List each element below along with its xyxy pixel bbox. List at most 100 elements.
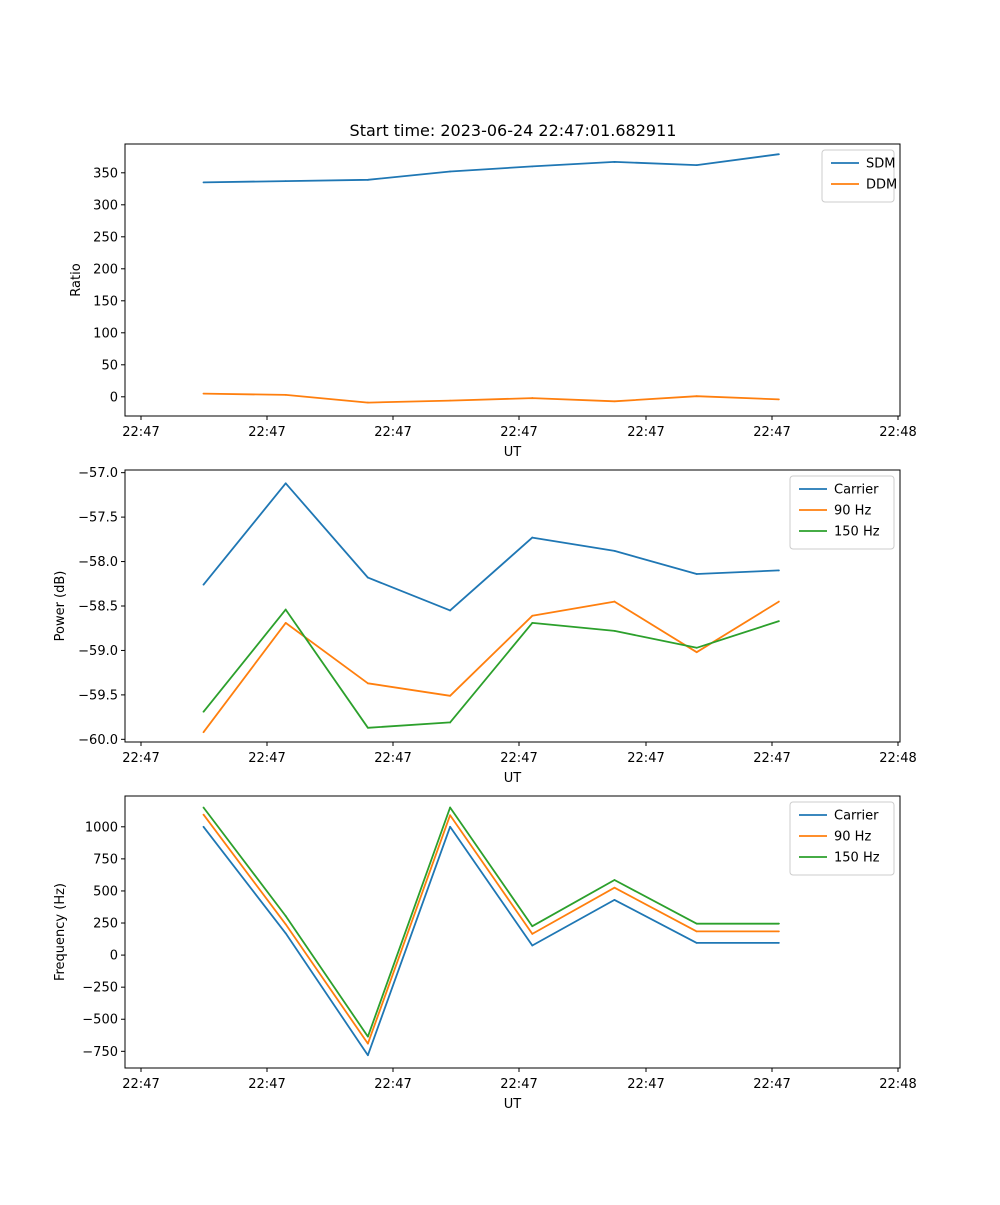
x-tick-label: 22:47: [500, 751, 537, 766]
legend-label: 150 Hz: [834, 851, 880, 866]
data-point: [202, 392, 205, 395]
data-point: [367, 576, 369, 579]
data-point: [367, 682, 369, 685]
y-axis-label: Frequency (Hz): [53, 883, 68, 981]
y-tick-label: 50: [101, 358, 118, 373]
x-tick-label: 22:47: [627, 751, 664, 766]
x-tick-label: 22:48: [879, 425, 916, 440]
y-tick-label: 300: [93, 198, 118, 213]
series-line-90-hz: [202, 814, 779, 1045]
y-tick-label: −57.0: [78, 466, 118, 481]
data-point: [778, 569, 780, 572]
y-tick-label: −57.5: [78, 511, 118, 526]
y-tick-label: −500: [82, 1013, 118, 1028]
data-point: [531, 925, 534, 928]
data-point: [613, 886, 616, 889]
x-tick-label: 22:47: [500, 425, 537, 440]
data-point: [613, 549, 616, 552]
y-tick-label: 0: [110, 949, 118, 964]
data-point: [613, 629, 616, 632]
x-tick-label: 22:47: [248, 751, 285, 766]
data-point: [202, 710, 205, 713]
data-point: [613, 600, 616, 603]
y-tick-label: 250: [93, 230, 118, 245]
legend-label: DDM: [866, 178, 897, 193]
data-point: [531, 536, 534, 539]
y-tick-label: 500: [93, 884, 118, 899]
y-axis-label: Ratio: [69, 263, 84, 296]
data-point: [695, 942, 698, 944]
data-point: [367, 726, 369, 729]
x-tick-label: 22:47: [374, 751, 411, 766]
data-point: [367, 178, 369, 181]
data-point: [778, 600, 780, 603]
data-point: [202, 813, 205, 816]
data-point: [202, 825, 205, 828]
y-tick-label: 250: [93, 917, 118, 932]
x-tick-label: 22:47: [753, 425, 790, 440]
x-tick-label: 22:47: [374, 425, 411, 440]
y-tick-label: 150: [93, 294, 118, 309]
y-tick-label: −60.0: [78, 733, 118, 748]
data-point: [367, 1054, 369, 1057]
y-tick-label: −59.5: [78, 688, 118, 703]
data-point: [695, 930, 698, 933]
data-point: [202, 181, 205, 184]
data-point: [531, 621, 534, 624]
y-tick-label: −58.5: [78, 600, 118, 615]
series-line-ddm: [203, 392, 779, 404]
data-point: [284, 621, 287, 624]
data-point: [202, 731, 205, 734]
y-tick-label: 200: [93, 262, 118, 277]
data-point: [613, 899, 616, 901]
y-tick-label: −750: [82, 1045, 118, 1060]
y-tick-label: −250: [82, 981, 118, 996]
x-axis-label: UT: [504, 771, 522, 786]
x-tick-label: 22:47: [122, 1077, 159, 1092]
data-point: [613, 161, 616, 163]
x-tick-label: 22:47: [248, 1077, 285, 1092]
data-point: [695, 922, 698, 925]
x-tick-label: 22:47: [500, 1077, 537, 1092]
legend-label: Carrier: [834, 483, 879, 498]
series-line-carrier: [202, 825, 779, 1057]
data-point: [778, 153, 780, 156]
data-point: [531, 944, 534, 947]
x-tick-label: 22:47: [627, 1077, 664, 1092]
x-tick-label: 22:48: [879, 1077, 916, 1092]
plot-frame: [124, 795, 901, 1069]
series-line-90-hz: [202, 600, 780, 733]
data-point: [613, 879, 616, 881]
y-tick-label: 100: [93, 326, 118, 341]
data-point: [284, 393, 287, 396]
data-point: [284, 482, 287, 485]
x-tick-label: 22:47: [122, 751, 159, 766]
series-line-150-hz: [202, 806, 779, 1038]
data-point: [778, 398, 780, 401]
data-point: [695, 164, 698, 167]
plot-frame: [124, 143, 901, 417]
legend-label: 90 Hz: [834, 830, 871, 845]
data-point: [449, 806, 451, 809]
y-tick-label: −59.0: [78, 644, 118, 659]
data-point: [778, 620, 780, 623]
figure-title: Start time: 2023-06-24 22:47:01.682911: [350, 121, 677, 140]
x-tick-label: 22:47: [753, 751, 790, 766]
data-point: [449, 609, 451, 612]
data-point: [449, 721, 451, 724]
data-point: [284, 180, 287, 183]
x-tick-label: 22:47: [248, 425, 285, 440]
series-line-carrier: [202, 482, 779, 612]
data-point: [449, 814, 451, 817]
data-point: [202, 806, 205, 809]
data-point: [695, 395, 698, 398]
x-tick-label: 22:48: [879, 751, 916, 766]
x-tick-label: 22:47: [753, 1077, 790, 1092]
series-line-sdm: [203, 153, 780, 184]
x-axis-label: UT: [504, 445, 522, 460]
y-tick-label: 0: [110, 390, 118, 405]
data-point: [284, 608, 287, 611]
legend-label: 90 Hz: [834, 504, 871, 519]
y-axis-label: Power (dB): [53, 571, 68, 642]
